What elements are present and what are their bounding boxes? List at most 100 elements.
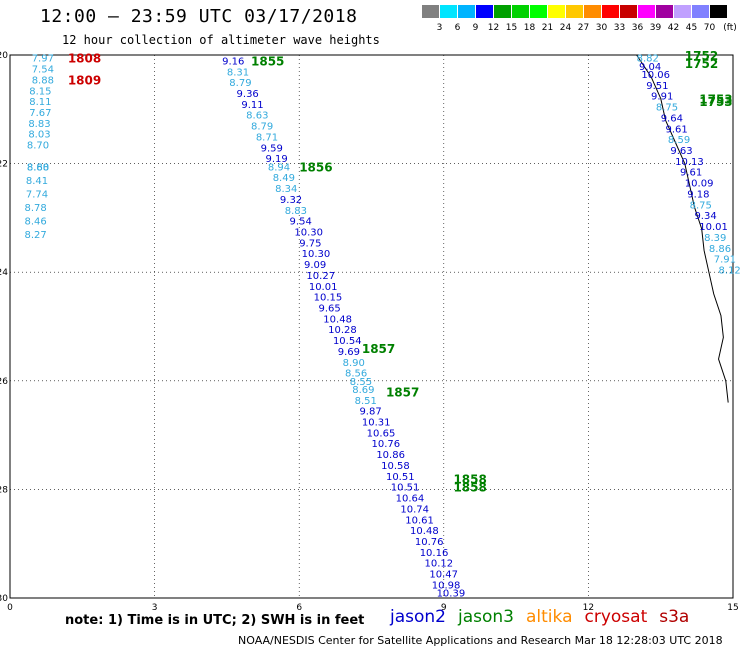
track-time-label: 1855	[251, 54, 284, 68]
wave-height-value: 8.78	[24, 203, 46, 214]
color-swatch	[422, 5, 439, 18]
color-level-label: 36	[631, 23, 644, 33]
note-text: note: 1) Time is in UTC; 2) SWH is in fe…	[65, 613, 365, 628]
wave-height-value: 10.01	[699, 222, 728, 233]
wave-height-value: 10.15	[314, 293, 343, 304]
wave-height-value: 9.65	[318, 303, 340, 314]
color-level-label: 24	[559, 23, 572, 33]
color-swatch	[548, 5, 565, 18]
wave-height-value: 8.75	[656, 103, 678, 114]
wave-height-value: 10.65	[367, 428, 396, 439]
wave-height-value: 8.70	[27, 141, 49, 152]
wave-height-value: 10.31	[362, 418, 391, 429]
wave-height-value: 8.49	[273, 173, 295, 184]
color-level-label: 30	[595, 23, 608, 33]
track-time-label: 1809	[68, 73, 101, 87]
wave-height-value: 9.61	[666, 124, 688, 135]
footer-credit: NOAA/NESDIS Center for Satellite Applica…	[238, 634, 723, 647]
wave-height-value: 10.39	[437, 589, 466, 600]
wave-height-value: 10.86	[376, 450, 405, 461]
wave-height-value: 9.51	[646, 81, 668, 92]
x-tick-label: 15	[727, 603, 738, 613]
wave-height-value: 9.63	[670, 146, 692, 157]
wave-height-value: 9.19	[265, 154, 287, 165]
wave-height-value: 10.30	[294, 227, 323, 238]
color-swatch	[710, 5, 727, 18]
x-tick-label: 12	[583, 603, 594, 613]
color-level-label: 39	[649, 23, 662, 33]
color-swatch	[584, 5, 601, 18]
color-level-label: 12	[487, 23, 500, 33]
track-time-label: 1753	[699, 95, 732, 109]
wave-height-value: 9.75	[299, 238, 321, 249]
wave-height-value: 9.59	[261, 143, 283, 154]
wave-height-value: 7.74	[26, 189, 48, 200]
satellite-legend: jason2 jason3 altika cryosat s3a	[390, 607, 701, 627]
wave-height-value: 8.15	[29, 86, 51, 97]
page-title: 12:00 – 23:59 UTC 03/17/2018	[40, 6, 358, 27]
wave-height-value: 8.03	[28, 130, 50, 141]
wave-height-value: 8.27	[24, 230, 46, 241]
wave-height-value: 9.09	[304, 260, 326, 271]
wave-height-value: 10.01	[309, 282, 338, 293]
wave-height-value: 8.79	[229, 78, 251, 89]
wave-height-value: 8.94	[268, 162, 290, 173]
wave-height-value: 10.48	[323, 314, 352, 325]
wave-height-value: 10.12	[425, 559, 454, 570]
wave-height-value: 8.46	[24, 217, 46, 228]
color-level-label: 18	[523, 23, 536, 33]
wave-height-value: 10.28	[328, 325, 357, 336]
wave-height-value: 7.97	[32, 54, 54, 65]
wave-height-value: 8.39	[704, 233, 726, 244]
color-swatch	[674, 5, 691, 18]
wave-height-value: 9.91	[651, 92, 673, 103]
y-tick-label: 24	[0, 268, 8, 278]
color-swatch	[602, 5, 619, 18]
color-swatch	[566, 5, 583, 18]
wave-height-value: 8.83	[285, 206, 307, 217]
x-tick-label: 9	[441, 603, 447, 613]
wave-height-value: 8.34	[275, 184, 297, 195]
wave-height-value: 8.75	[690, 200, 712, 211]
wave-height-value: 8.31	[227, 67, 249, 78]
wave-height-value: 9.54	[290, 217, 312, 228]
x-tick-label: 0	[7, 603, 13, 613]
wave-height-value: 9.36	[237, 89, 259, 100]
color-level-label: 42	[667, 23, 680, 33]
wave-height-value: 9.11	[241, 100, 263, 111]
track-time-label: 1858	[453, 473, 486, 487]
wave-height-value: 8.90	[343, 358, 365, 369]
wave-height-value: 10.51	[386, 472, 415, 483]
wave-height-value: 9.04	[639, 62, 661, 73]
color-level-label: 33	[613, 23, 626, 33]
map-frame	[9, 54, 734, 599]
y-tick-label: 30	[0, 594, 8, 604]
coastline	[636, 54, 729, 403]
wave-height-value: 10.76	[415, 537, 444, 548]
track-time-label: 1808	[68, 52, 101, 66]
legend-entry-altika: altika	[526, 607, 573, 627]
wave-height-value: 7.91	[714, 255, 736, 266]
wave-height-value: 9.69	[338, 347, 360, 358]
wave-height-value: 8.63	[246, 111, 268, 122]
wave-height-value: 8.71	[256, 132, 278, 143]
y-tick-label: 22	[0, 160, 8, 170]
wave-height-value: 7.54	[32, 65, 54, 76]
wave-height-value: 8.82	[637, 54, 659, 65]
legend-entry-s3a: s3a	[659, 607, 690, 627]
color-swatch	[512, 5, 529, 18]
y-tick-label: 20	[0, 51, 8, 61]
color-swatch	[494, 5, 511, 18]
wave-height-value: 8.41	[26, 176, 48, 187]
wave-height-value: 8.55	[350, 377, 372, 388]
color-unit-label: (ft)	[723, 23, 737, 33]
color-level-label: 6	[454, 23, 461, 33]
color-swatch	[656, 5, 673, 18]
wave-height-value: 9.61	[680, 168, 702, 179]
wave-height-value: 8.11	[29, 97, 51, 108]
wave-height-value: 9.34	[694, 211, 716, 222]
track-time-label: 1752	[685, 49, 718, 63]
wave-height-value: 8.86	[709, 244, 731, 255]
